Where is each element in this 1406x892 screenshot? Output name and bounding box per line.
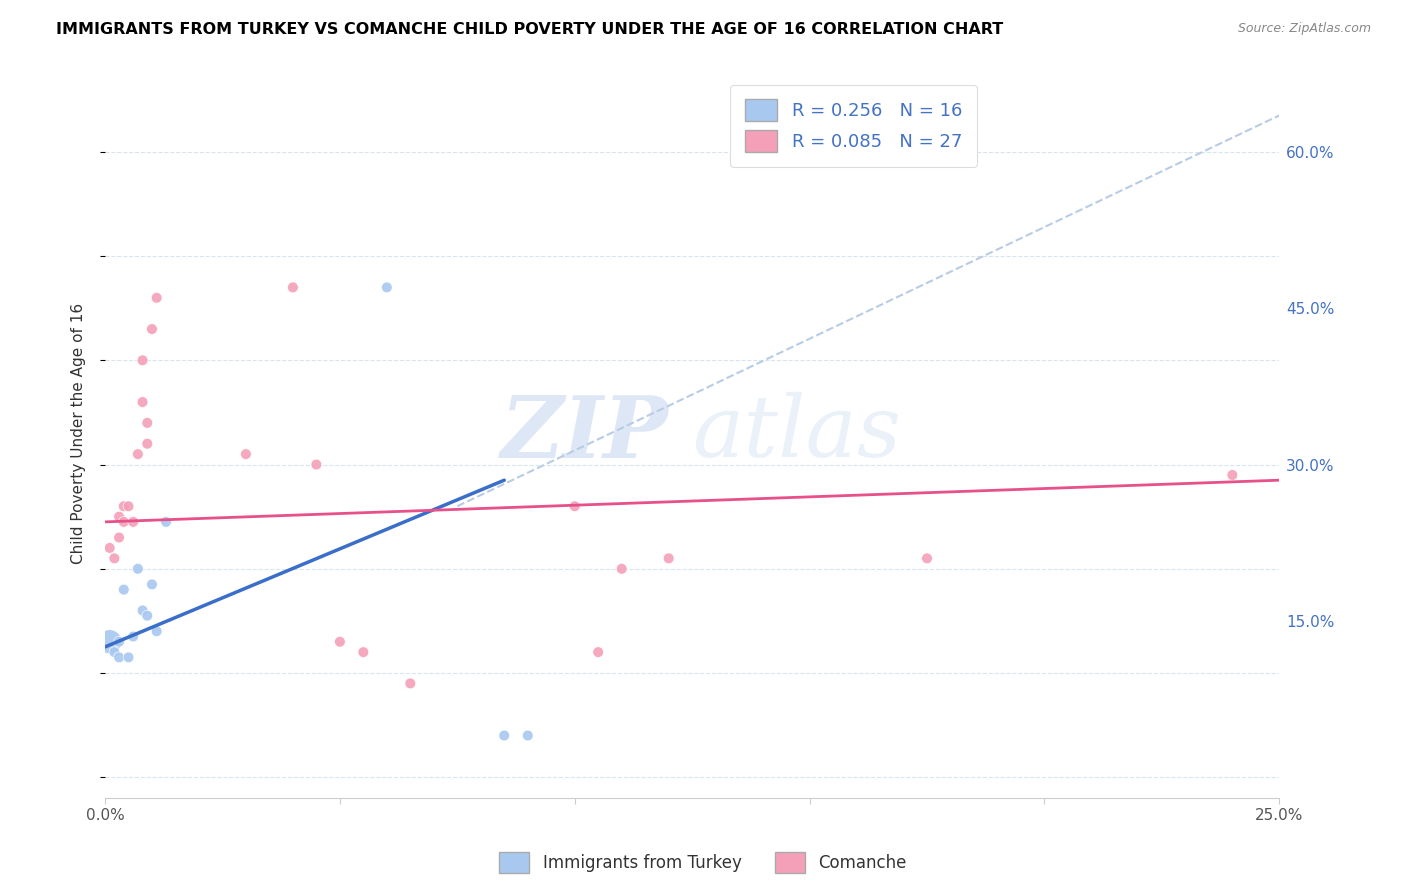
Point <box>610 562 633 576</box>
Point <box>155 515 177 529</box>
Point <box>145 624 167 639</box>
Point <box>131 395 153 409</box>
Point <box>112 515 135 529</box>
Point <box>117 650 139 665</box>
Point <box>564 500 586 514</box>
Point <box>141 322 163 336</box>
Point <box>112 582 135 597</box>
Point <box>352 645 374 659</box>
Point <box>112 500 135 514</box>
Point <box>1220 467 1243 482</box>
Y-axis label: Child Poverty Under the Age of 16: Child Poverty Under the Age of 16 <box>72 302 86 564</box>
Point <box>131 603 153 617</box>
Point <box>305 458 328 472</box>
Point <box>108 634 131 648</box>
Point <box>658 551 681 566</box>
Point <box>127 447 149 461</box>
Point <box>103 645 125 659</box>
Point <box>98 541 121 555</box>
Point <box>108 509 131 524</box>
Point <box>98 634 121 648</box>
Point <box>136 436 159 450</box>
Point <box>494 729 516 743</box>
Point <box>141 577 163 591</box>
Point <box>103 551 125 566</box>
Point <box>235 447 257 461</box>
Point <box>915 551 938 566</box>
Point <box>399 676 422 690</box>
Point <box>516 729 538 743</box>
Point <box>122 630 145 644</box>
Point <box>131 353 153 368</box>
Point <box>117 500 139 514</box>
Point <box>329 634 352 648</box>
Point <box>375 280 398 294</box>
Point <box>136 416 159 430</box>
Point <box>586 645 609 659</box>
Point <box>108 650 131 665</box>
Point <box>145 291 167 305</box>
Text: Source: ZipAtlas.com: Source: ZipAtlas.com <box>1237 22 1371 36</box>
Point <box>122 515 145 529</box>
Point <box>108 531 131 545</box>
Text: atlas: atlas <box>692 392 901 475</box>
Point <box>127 562 149 576</box>
Legend: R = 0.256   N = 16, R = 0.085   N = 27: R = 0.256 N = 16, R = 0.085 N = 27 <box>731 85 977 167</box>
Point <box>281 280 304 294</box>
Text: IMMIGRANTS FROM TURKEY VS COMANCHE CHILD POVERTY UNDER THE AGE OF 16 CORRELATION: IMMIGRANTS FROM TURKEY VS COMANCHE CHILD… <box>56 22 1004 37</box>
Legend: Immigrants from Turkey, Comanche: Immigrants from Turkey, Comanche <box>492 846 914 880</box>
Text: ZIP: ZIP <box>501 392 669 475</box>
Point <box>136 608 159 623</box>
